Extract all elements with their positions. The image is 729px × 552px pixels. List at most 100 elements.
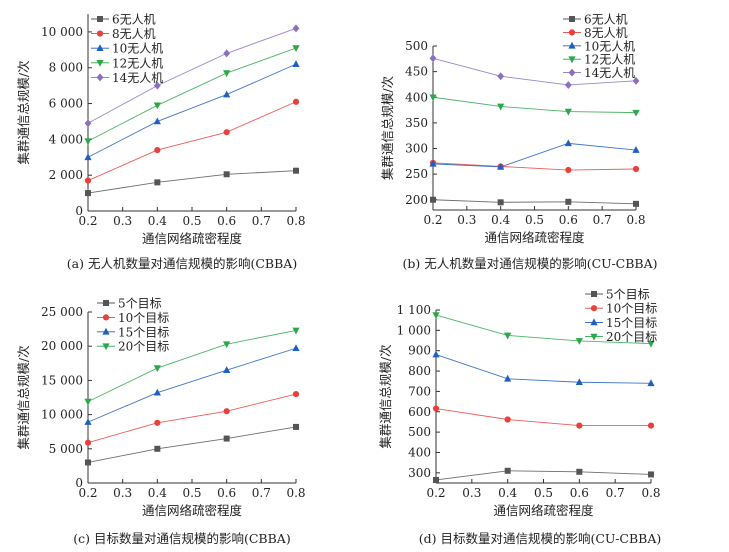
x-tick-label: 0.2: [426, 486, 445, 500]
x-tick-label: 0.2: [423, 213, 442, 227]
legend-marker: [102, 314, 110, 321]
chart-caption: (c) 目标数量对通信规模的影响(CBBA): [73, 531, 290, 546]
chart-panel-3: 0.2 0.3 0.4 0.5 0.6 0.7 0.8 0 5 000 10 000 15 000 2…: [16, 297, 306, 547]
legend-label: 5个目标: [118, 297, 162, 311]
data-point: [223, 49, 231, 58]
data-point: [153, 365, 161, 373]
data-point: [153, 102, 161, 110]
data-point: [293, 423, 299, 430]
data-point: [576, 422, 583, 429]
data-point: [84, 138, 92, 146]
x-tick-label: 0.6: [559, 213, 578, 227]
data-point: [292, 390, 300, 398]
legend-marker: [103, 300, 109, 306]
series-line-3: [87, 63, 297, 158]
data-point: [648, 471, 654, 478]
data-point: [632, 76, 640, 85]
data-point: [84, 418, 92, 425]
legend-marker: [568, 41, 576, 49]
data-point: [223, 341, 231, 349]
data-point: [497, 199, 504, 206]
data-point: [632, 165, 640, 173]
chart-caption: (b) 无人机数量对通信规模的影响(CU-CBBA): [402, 256, 657, 271]
data-point: [84, 398, 92, 406]
y-tick-label: 350: [405, 116, 428, 130]
data-point: [292, 45, 300, 53]
x-tick-label: 0.4: [498, 486, 517, 500]
chart-panel-4: 0.2 0.3 0.4 0.5 0.6 0.7 0.8 300 400 500 600 700 800 9…: [378, 288, 661, 547]
legend-label: 10无人机: [584, 39, 635, 53]
legend-marker: [590, 333, 598, 341]
series-line-2: [432, 162, 637, 171]
legend-label: 8无人机: [112, 27, 156, 41]
data-point: [85, 459, 91, 466]
data-point: [633, 200, 639, 207]
data-point: [84, 119, 92, 128]
x-tick-label: 0.8: [641, 486, 660, 500]
x-tick-label: 0.6: [570, 486, 589, 500]
legend-label: 20个目标: [606, 330, 657, 344]
legend-marker: [102, 343, 110, 351]
data-point: [223, 435, 230, 442]
legend-label: 14无人机: [584, 66, 635, 80]
data-point: [84, 153, 92, 161]
y-tick-label: 25 000: [41, 305, 83, 319]
x-tick-label: 0.8: [286, 214, 305, 228]
data-point: [292, 327, 300, 335]
chart-caption: (d) 目标数量对通信规模的影响(CU-CBBA): [419, 531, 662, 546]
y-axis-title: 集群通信总规模/次: [16, 60, 31, 164]
x-tick-label: 0.6: [217, 214, 236, 228]
legend-label: 10无人机: [112, 42, 163, 56]
y-tick-label: 300: [408, 466, 431, 480]
y-tick-label: 900: [408, 344, 431, 358]
data-point: [223, 70, 231, 78]
legend-marker: [591, 291, 597, 297]
legend-label: 8无人机: [584, 26, 628, 40]
legend-label: 15个目标: [118, 325, 169, 339]
y-tick-label: 500: [405, 39, 428, 53]
legend-marker: [96, 30, 104, 37]
x-tick-label: 0.4: [491, 213, 510, 227]
legend-label: 12无人机: [112, 56, 163, 70]
data-point: [154, 147, 161, 154]
x-tick-label: 0.5: [525, 213, 544, 227]
legend-marker: [96, 60, 104, 67]
x-tick-label: 0.3: [457, 213, 476, 227]
data-point: [497, 162, 505, 170]
x-tick-label: 0.3: [462, 486, 481, 500]
series-line-4: [87, 330, 297, 403]
data-point: [433, 476, 439, 483]
legend-label: 6无人机: [584, 13, 628, 27]
legend-label: 12无人机: [584, 53, 635, 67]
x-tick-label: 0.2: [78, 486, 97, 500]
legend-marker: [568, 29, 576, 36]
data-point: [429, 94, 437, 102]
data-point: [647, 422, 655, 429]
data-point: [632, 146, 640, 153]
y-tick-label: 400: [405, 90, 428, 104]
data-point: [153, 81, 161, 90]
x-tick-label: 0.8: [286, 486, 305, 500]
y-tick-label: 10 000: [41, 25, 83, 39]
data-point: [565, 198, 572, 205]
x-axis-title: 通信网络疏密程度: [142, 231, 243, 246]
data-point: [576, 468, 583, 475]
x-axis-title: 通信网络疏密程度: [142, 503, 243, 518]
data-point: [632, 109, 640, 117]
series-line-5: [432, 57, 637, 86]
chart-caption: (a) 无人机数量对通信规模的影响(CBBA): [67, 256, 297, 271]
y-tick-label: 2 000: [49, 168, 83, 182]
data-point: [575, 378, 583, 386]
data-point: [85, 190, 91, 197]
series-line-3: [435, 354, 652, 384]
data-point: [429, 159, 437, 167]
series-line-5: [87, 27, 297, 124]
data-point: [430, 196, 436, 203]
y-tick-label: 8 000: [49, 61, 83, 75]
legend-marker: [97, 16, 103, 22]
legend-marker: [96, 44, 104, 51]
legend-label: 20个目标: [118, 340, 169, 354]
data-point: [432, 312, 440, 320]
data-point: [497, 103, 505, 111]
